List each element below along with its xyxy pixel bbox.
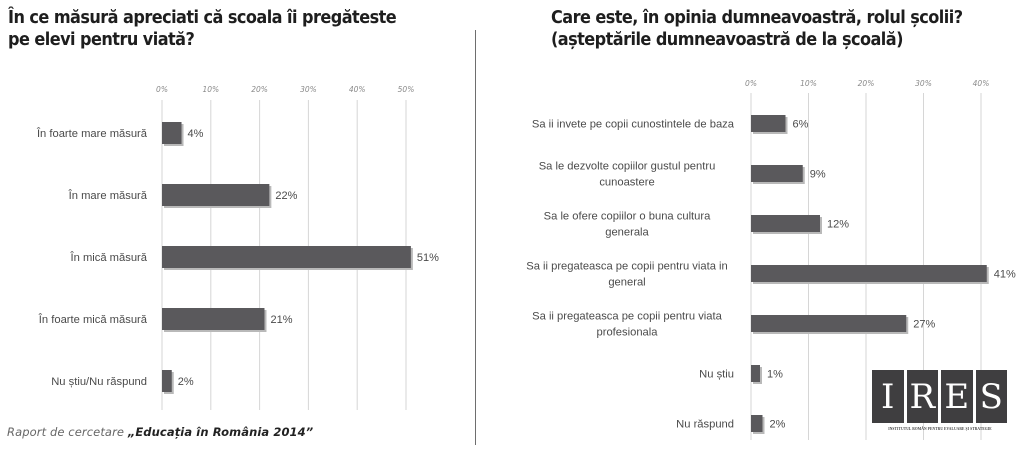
bar: [162, 246, 411, 268]
x-tick-label: 50%: [398, 85, 415, 94]
data-label: 6%: [793, 119, 809, 131]
category-label-line: general: [608, 277, 645, 289]
left-chart-title: În ce măsură apreciati că scoala îi preg…: [8, 7, 397, 51]
ires-letter-r: R: [906, 370, 938, 423]
left-bar-chart: 0% 10% 20% 30% 40% 50% 4% În foarte mare măsură…: [36, 85, 439, 410]
data-label: 51%: [417, 252, 439, 264]
footer-lead: Raport de cercetare: [7, 425, 128, 439]
category-label-line: Sa ii pregateasca pe copii pentru viata …: [526, 261, 728, 273]
ires-letter-s: S: [975, 370, 1007, 423]
left-title-line-2: pe elevi pentru viată?: [8, 30, 195, 50]
x-tick-label: 20%: [251, 85, 268, 94]
x-tick-label: 40%: [973, 79, 990, 88]
bar: [751, 415, 763, 432]
ires-letter-i: I: [872, 370, 904, 423]
data-label: 4%: [188, 128, 204, 140]
bar: [162, 184, 270, 206]
data-label: 22%: [275, 190, 297, 202]
category-label-line: În mare măsură: [68, 189, 148, 202]
left-title-line-1: În ce măsură apreciati că scoala îi preg…: [8, 8, 397, 28]
category-label: Sa le dezvolte copiilor gustul pentru cun…: [539, 161, 716, 189]
x-tick-label: 20%: [858, 79, 875, 88]
category-label: Sa le ofere copiilor o buna cultura gener…: [544, 211, 711, 239]
x-tick-label: 0%: [156, 85, 168, 94]
bar: [751, 215, 820, 232]
category-label: Nu știu: [699, 369, 734, 381]
category-label: Sa ii invete pe copii cunostintele de ba…: [532, 119, 735, 131]
category-label: Nu știu/Nu răspund: [51, 376, 147, 388]
data-label: 1%: [767, 369, 783, 381]
x-tick-label: 10%: [800, 79, 817, 88]
ires-logo-subtitle: INSTITUTUL ROMÂN PENTRU EVALUARE ȘI STRA…: [888, 427, 992, 431]
category-label-line: Nu știu/Nu răspund: [51, 376, 147, 388]
category-label-line: Nu răspund: [676, 419, 734, 431]
data-label: 2%: [178, 376, 194, 388]
category-label-line: profesionala: [597, 327, 659, 339]
category-label: Sa ii pregateasca pe copii pentru viata …: [526, 261, 728, 289]
category-label-line: Sa ii invete pe copii cunostintele de ba…: [532, 119, 735, 131]
footer-report-title: „Educația în România 2014”: [127, 425, 314, 439]
category-label: Sa ii pregateasca pe copii pentru viata p…: [532, 311, 722, 339]
bar: [751, 265, 987, 282]
bar: [751, 365, 760, 382]
category-label-line: Sa ii pregateasca pe copii pentru viata: [532, 311, 722, 323]
category-label-line: Sa le dezvolte copiilor gustul pentru: [539, 161, 716, 173]
x-tick-label: 10%: [202, 85, 219, 94]
category-label-line: În foarte mică măsură: [38, 313, 148, 326]
bar: [162, 308, 265, 330]
bar: [751, 165, 803, 182]
category-label-line: generala: [605, 227, 649, 239]
ires-logo-letters: I R E S: [872, 370, 1008, 423]
data-label: 41%: [994, 269, 1016, 281]
bar: [162, 370, 172, 392]
right-title-line-1: Care este, în opinia dumneavoastră, rolu…: [551, 8, 963, 28]
x-tick-label: 0%: [745, 79, 757, 88]
bar: [751, 115, 786, 132]
category-label-line: În foarte mare măsură: [36, 127, 148, 140]
data-label: 21%: [270, 314, 292, 326]
category-label: În mică măsură: [70, 251, 148, 264]
ires-letter-e: E: [941, 370, 973, 423]
x-tick-label: 30%: [915, 79, 932, 88]
category-label-line: În mică măsură: [70, 251, 148, 264]
right-chart-title: Care este, în opinia dumneavoastră, rolu…: [551, 7, 963, 51]
data-label: 27%: [913, 319, 935, 331]
data-label: 12%: [827, 219, 849, 231]
source-footer: Raport de cercetare „Educația în România…: [7, 425, 313, 439]
category-label: În foarte mare măsură: [36, 127, 148, 140]
x-tick-label: 40%: [349, 85, 366, 94]
category-label: În mare măsură: [68, 189, 148, 202]
bar: [162, 122, 182, 144]
bar: [751, 315, 907, 332]
category-label-line: Nu știu: [699, 369, 734, 381]
data-label: 9%: [810, 169, 826, 181]
category-label-line: Sa le ofere copiilor o buna cultura: [544, 211, 711, 223]
category-label: Nu răspund: [676, 419, 734, 431]
category-label: În foarte mică măsură: [38, 313, 148, 326]
panel-divider: [475, 30, 476, 445]
ires-logo: I R E S INSTITUTUL ROMÂN PENTRU EVALUARE…: [872, 370, 1008, 431]
data-label: 2%: [770, 419, 786, 431]
right-title-line-2: (așteptările dumneavoastră de la școală): [551, 30, 903, 50]
category-label-line: cunoastere: [599, 177, 654, 189]
x-tick-label: 30%: [300, 85, 317, 94]
